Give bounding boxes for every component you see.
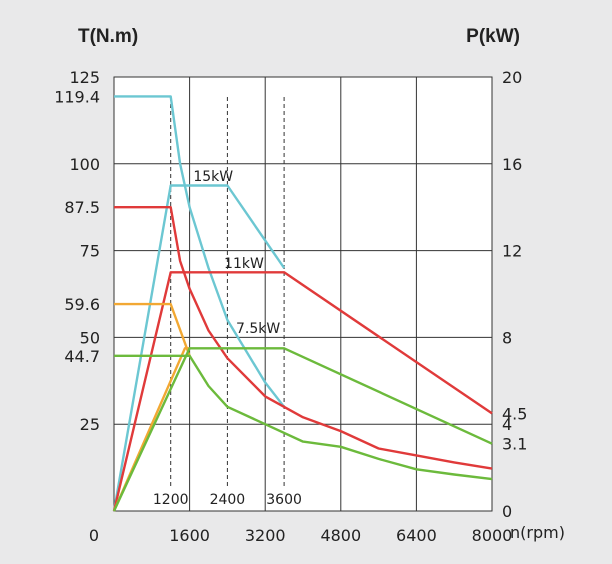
x-tick-label: 1600 — [169, 526, 210, 545]
grid-lines — [113, 76, 493, 512]
y-left-tick-label: 50 — [80, 328, 100, 347]
y-left-tick-label: 25 — [80, 415, 100, 434]
x-origin-label: 0 — [89, 526, 99, 545]
reference-line-label: 2400 — [210, 492, 246, 508]
series-line — [114, 205, 493, 470]
y-left-tick-label: 119.4 — [54, 87, 100, 106]
power-annotation: 15kW — [193, 169, 233, 185]
y-right-tick-label: 8 — [502, 328, 512, 347]
series-lines — [112, 95, 493, 512]
x-axis-title: n(rpm) — [510, 523, 565, 542]
y-left-tick-label: 59.6 — [64, 295, 100, 314]
y-right-tick-label: 20 — [502, 68, 522, 87]
y-left-tick-label: 75 — [80, 242, 100, 261]
series-line — [114, 354, 493, 481]
reference-lines — [170, 97, 285, 489]
y-right-tick-label: 12 — [502, 242, 522, 261]
y-right-tick-label: 0 — [502, 502, 512, 521]
power-annotation: 7.5kW — [236, 321, 280, 337]
x-tick-label: 6400 — [396, 526, 437, 545]
y-right-tick-label: 4.5 — [502, 404, 527, 423]
y-right-tick-label: 4 — [502, 415, 512, 434]
y-right-tick-label: 16 — [502, 155, 522, 174]
x-tick-label: 3200 — [245, 526, 286, 545]
x-tick-label: 8000 — [472, 526, 513, 545]
series-line — [114, 95, 286, 408]
y-left-tick-label: 87.5 — [64, 198, 100, 217]
reference-line-label: 1200 — [153, 492, 189, 508]
y-left-tick-label: 44.7 — [64, 347, 100, 366]
y-left-axis-title: T(N.m) — [78, 26, 138, 47]
series-line — [112, 271, 493, 512]
series-line — [112, 184, 286, 512]
series-line — [112, 347, 493, 512]
series-line — [114, 302, 191, 357]
y-left-tick-label: 125 — [69, 68, 100, 87]
reference-line-label: 3600 — [266, 492, 302, 508]
y-right-tick-label: 3.1 — [502, 435, 527, 454]
series-line — [112, 347, 190, 512]
power-annotation: 11kW — [224, 256, 264, 272]
y-left-tick-label: 100 — [69, 155, 100, 174]
x-tick-label: 4800 — [320, 526, 361, 545]
y-right-axis-title: P(kW) — [466, 26, 520, 47]
